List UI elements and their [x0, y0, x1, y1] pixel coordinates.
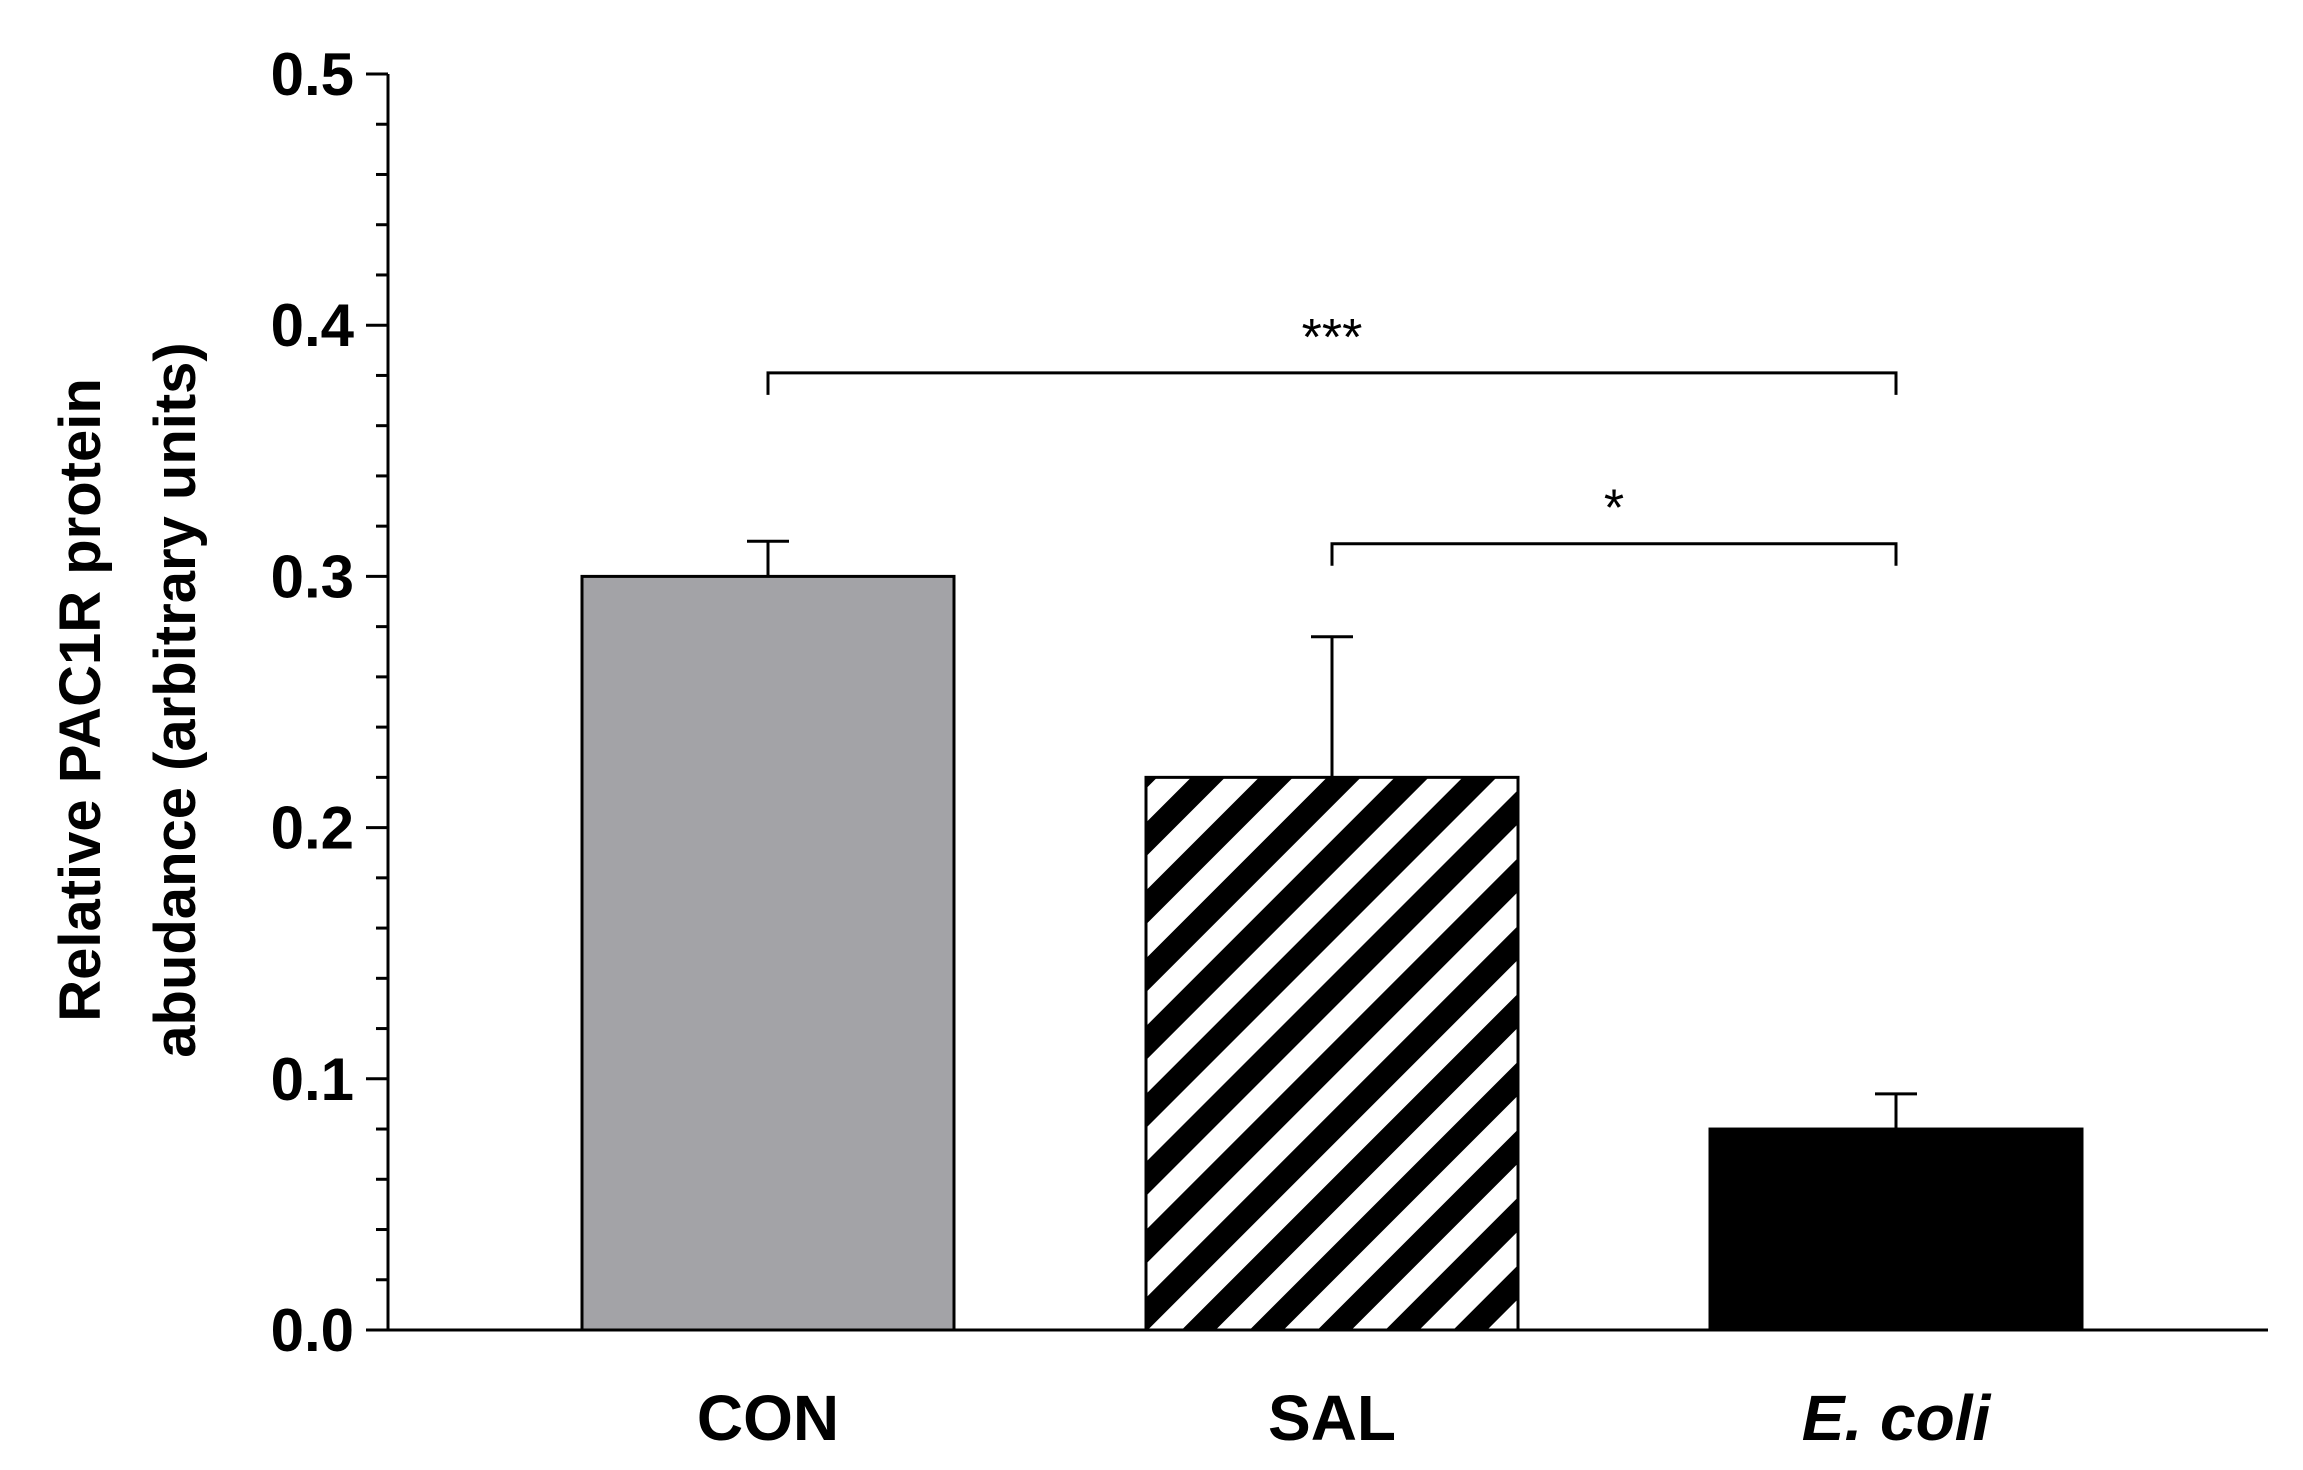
significance-bracket	[766, 371, 1898, 395]
y-tick-label: 0.1	[271, 1046, 354, 1113]
bars: CON SAL E. coli	[580, 539, 2084, 1454]
y-tick-label: 0.4	[271, 292, 355, 359]
y-tick-label: 0.0	[271, 1297, 354, 1364]
significance-label: ***	[1302, 309, 1363, 367]
bar-con	[580, 574, 956, 1332]
x-tick-label: E. coli	[1802, 1382, 1992, 1454]
y-axis-label-line-1: Relative PAC1R protein	[48, 378, 113, 1022]
x-tick-label: CON	[697, 1382, 839, 1454]
significance-bracket	[1330, 542, 1898, 566]
significance-brackets: ****	[766, 309, 1898, 566]
y-axis-label-line-2: abudance (arbitrary units)	[143, 342, 208, 1057]
significance-label: *	[1604, 480, 1624, 538]
y-tick-label: 0.5	[271, 41, 354, 108]
x-tick-label: SAL	[1268, 1382, 1396, 1454]
y-tick-label: 0.3	[271, 543, 354, 610]
bar-sal	[1144, 775, 1520, 1332]
bar-e-coli	[1708, 1127, 2084, 1332]
y-tick-label: 0.2	[271, 795, 354, 862]
y-axis-label: Relative PAC1R protein abudance (arbitra…	[48, 342, 208, 1057]
